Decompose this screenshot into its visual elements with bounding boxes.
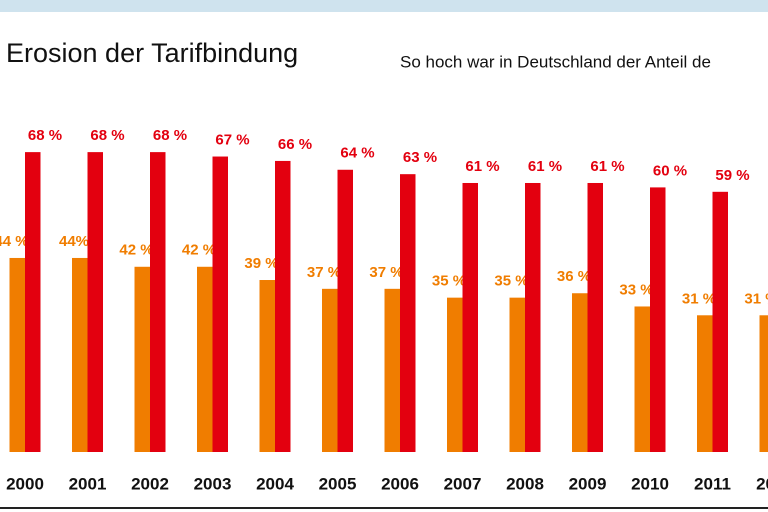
- bar: [384, 288, 400, 452]
- x-tick-label: 2003: [194, 474, 232, 493]
- value-label: 35 %: [432, 273, 466, 290]
- x-tick-label: 2000: [6, 474, 44, 493]
- bar: [87, 152, 103, 452]
- bar: [712, 191, 728, 452]
- value-label: 61 %: [528, 158, 562, 175]
- value-label: 67 %: [215, 131, 249, 148]
- value-label: 37 %: [307, 264, 341, 281]
- bar: [759, 315, 768, 452]
- bar: [587, 182, 603, 453]
- value-label: 39 %: [244, 255, 278, 272]
- bar: [25, 152, 41, 452]
- chart-title: Erosion der Tarifbindung: [6, 38, 298, 68]
- value-label: 35 %: [494, 273, 528, 290]
- value-label: 37 %: [369, 264, 403, 281]
- bar: [197, 266, 213, 452]
- value-label: 64 %: [340, 145, 374, 162]
- bar: [134, 266, 150, 452]
- bar: [650, 187, 666, 452]
- bar: [322, 288, 338, 452]
- value-label: 31 %: [682, 290, 716, 307]
- bar: [572, 293, 588, 452]
- value-label: 31 %: [744, 290, 768, 307]
- bar: [72, 257, 88, 452]
- x-tick-label: 2010: [631, 474, 669, 493]
- bar: [212, 156, 228, 452]
- x-tick-label: 2004: [256, 474, 294, 493]
- value-label: 63 %: [403, 149, 437, 166]
- x-tick-label: 2005: [319, 474, 357, 493]
- bar: [337, 169, 353, 452]
- bar: [275, 160, 291, 452]
- x-tick-label: 2006: [381, 474, 419, 493]
- bar: [9, 257, 25, 452]
- value-label: 66 %: [278, 136, 312, 153]
- bar: [509, 297, 525, 452]
- chart-subtitle: So hoch war in Deutschland der Anteil de: [400, 52, 711, 71]
- bar: [697, 315, 713, 452]
- x-tick-label: 2009: [569, 474, 607, 493]
- x-tick-label: 2002: [131, 474, 169, 493]
- value-label: 68 %: [28, 127, 62, 144]
- value-label: 59 %: [715, 167, 749, 184]
- bar: [525, 182, 541, 453]
- value-label: 33 %: [619, 281, 653, 298]
- value-label: 60 %: [653, 162, 687, 179]
- x-tick-label: 2012: [756, 474, 768, 493]
- bar: [447, 297, 463, 452]
- x-tick-label: 2001: [69, 474, 107, 493]
- value-label: 61 %: [590, 158, 624, 175]
- value-label: 42 %: [119, 242, 153, 259]
- value-label: 44%: [59, 233, 89, 250]
- bar: [259, 280, 275, 452]
- value-label: 42 %: [182, 242, 216, 259]
- value-label: 68 %: [90, 127, 124, 144]
- x-tick-label: 2007: [444, 474, 482, 493]
- x-tick-label: 2008: [506, 474, 544, 493]
- bar: [400, 174, 416, 453]
- value-label: 61 %: [465, 158, 499, 175]
- value-label: 36 %: [557, 268, 591, 285]
- bar: [150, 152, 166, 452]
- value-label: 68 %: [153, 127, 187, 144]
- top-band: [0, 0, 768, 12]
- bar: [634, 306, 650, 452]
- bar: [462, 182, 478, 453]
- value-label: 44 %: [0, 233, 29, 250]
- x-tick-label: 2011: [694, 474, 731, 493]
